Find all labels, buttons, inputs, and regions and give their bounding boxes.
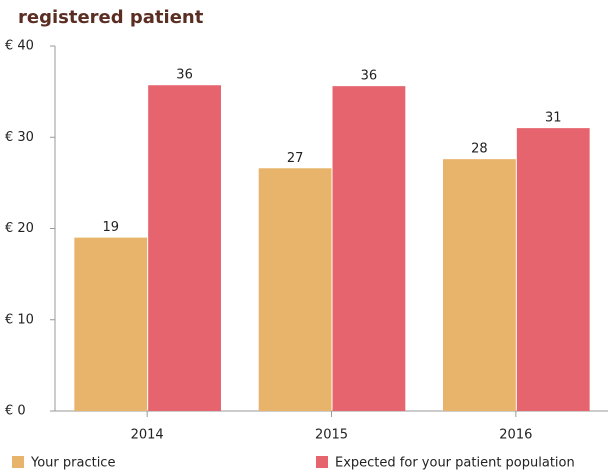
bar [258,168,332,411]
value-label: 19 [102,220,119,235]
bar [332,86,406,412]
bar [516,128,590,411]
legend-swatch [12,456,24,468]
bar [74,237,148,411]
bar [148,85,221,412]
x-tick-label: 2016 [499,428,532,443]
chart-title: registered patient [18,7,204,28]
x-tick-label: 2014 [131,428,164,443]
y-tick-label: € 40 [5,39,34,54]
value-label: 27 [287,151,304,166]
y-tick-label: € 20 [5,221,34,236]
value-label: 28 [471,142,488,157]
legend-swatch [316,456,328,468]
value-label: 36 [176,68,193,83]
bar [443,159,516,411]
y-tick-label: € 0 [5,404,26,419]
y-tick-label: € 30 [5,130,34,145]
legend-label: Your practice [30,456,115,471]
y-tick-label: € 10 [5,312,34,327]
x-tick-label: 2015 [315,428,348,443]
legend-label: Expected for your patient population [335,456,575,471]
value-label: 36 [361,69,378,84]
value-label: 31 [545,111,562,126]
